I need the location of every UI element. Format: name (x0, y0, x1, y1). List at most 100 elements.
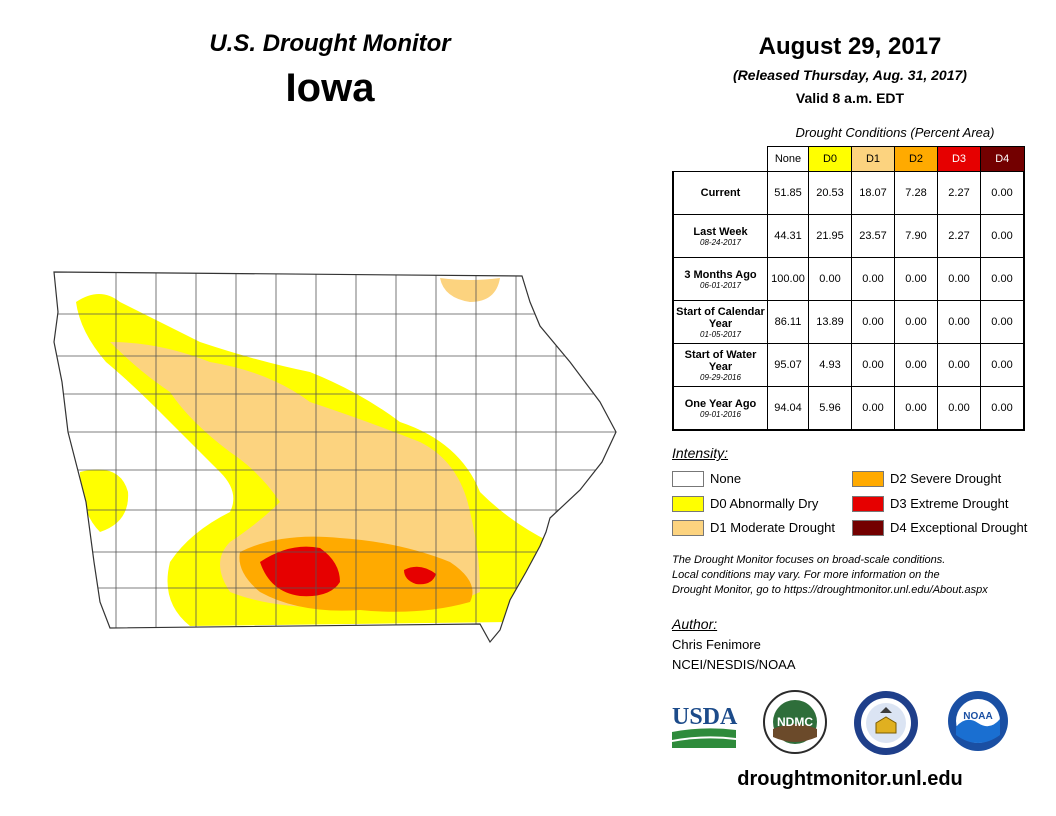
drought-monitor-note: The Drought Monitor focuses on broad-sca… (672, 553, 1052, 598)
valid-time: Valid 8 a.m. EDT (795, 90, 905, 106)
table-cell: 0.00 (980, 257, 1025, 301)
table-cell: 0.00 (894, 300, 938, 344)
legend-label: D4 Exceptional Drought (890, 520, 1028, 535)
drought-conditions-table: None D0 D1 D2 D3 D4 Current 51.85 20.53 18.… (672, 146, 1025, 431)
legend-swatch (672, 496, 704, 512)
table-cell: 13.89 (808, 300, 852, 344)
table-cell: 0.00 (851, 343, 895, 387)
map-title: U.S. Drought Monitor (209, 30, 451, 57)
usda-logo-text: USDA (672, 704, 738, 730)
table-cell: 0.00 (894, 257, 938, 301)
table-cell: 0.00 (851, 257, 895, 301)
table-cell: 2.27 (937, 214, 981, 258)
table-cell: 0.00 (851, 300, 895, 344)
table-cell: 7.28 (894, 171, 938, 215)
table-cell: 5.96 (808, 386, 852, 431)
table-cell: 23.57 (851, 214, 895, 258)
table-cell: 100.00 (767, 257, 809, 301)
d3-area (260, 546, 340, 597)
iowa-border (53, 271, 617, 644)
note-line: Local conditions may vary. For more info… (672, 569, 940, 581)
legend-swatch (672, 471, 704, 487)
legend-label: D0 Abnormally Dry (710, 496, 819, 511)
table-cell: 0.00 (980, 214, 1025, 258)
legend-label: D1 Moderate Drought (710, 520, 836, 535)
table-cell: 0.00 (937, 257, 981, 301)
legend-label: None (710, 471, 742, 486)
author-organization: NCEI/NESDIS/NOAA (672, 657, 796, 672)
table-cell: 18.07 (851, 171, 895, 215)
d1-area (440, 278, 500, 302)
commerce-seal-logo (854, 691, 918, 755)
usda-logo: USDA (672, 704, 738, 748)
row-label: Current (672, 171, 768, 215)
column-header-d3: D3 (937, 146, 981, 172)
table-cell: 4.93 (808, 343, 852, 387)
row-label-text: Start of Calendar Year (676, 305, 765, 330)
row-label-text: One Year Ago (684, 397, 757, 410)
table-cell: 44.31 (767, 214, 809, 258)
author-name: Chris Fenimore (672, 637, 761, 652)
row-label: Start of Calendar Year 01-05-2017 (672, 300, 768, 344)
row-label-text: Current (700, 187, 741, 199)
noaa-logo-text: NOAA (963, 711, 992, 722)
legend-swatch (852, 496, 884, 512)
table-row: One Year Ago 09-01-2016 94.04 5.96 0.00 0.00 0… (672, 386, 1025, 431)
table-cell: 20.53 (808, 171, 852, 215)
table-cell: 0.00 (937, 300, 981, 344)
table-cell: 94.04 (767, 386, 809, 431)
d3-area (404, 566, 436, 585)
row-label: Start of Water Year 09-29-2016 (672, 343, 768, 387)
row-label: One Year Ago 09-01-2016 (672, 386, 768, 431)
legend-title: Intensity: (672, 445, 729, 461)
note-line: The Drought Monitor focuses on broad-sca… (672, 554, 946, 566)
table-cell: 0.00 (980, 386, 1025, 431)
ndmc-logo-text: NDMC (777, 715, 813, 729)
row-label-text: Last Week (693, 225, 748, 238)
row-date: 09-01-2016 (700, 409, 741, 419)
table-cell: 0.00 (894, 343, 938, 387)
map-date: August 29, 2017 (758, 33, 942, 60)
table-cell: 86.11 (767, 300, 809, 344)
table-corner (673, 147, 768, 172)
iowa-drought-map (53, 271, 617, 644)
note-line: Drought Monitor, go to https://droughtmo… (672, 584, 988, 596)
legend-swatch (672, 520, 704, 536)
table-row: Current 51.85 20.53 18.07 7.28 2.27 0.00 (672, 171, 1025, 215)
column-header-d2: D2 (894, 146, 938, 172)
table-cell: 0.00 (851, 386, 895, 431)
row-label-text: Start of Water Year (684, 348, 757, 373)
legend-swatch (852, 471, 884, 487)
table-cell: 7.90 (894, 214, 938, 258)
table-cell: 0.00 (937, 386, 981, 431)
table-caption: Drought Conditions (Percent Area) (795, 125, 995, 140)
website-url[interactable]: droughtmonitor.unl.edu (737, 768, 963, 790)
d1-area (110, 342, 480, 608)
table-cell: 21.95 (808, 214, 852, 258)
row-label: 3 Months Ago 06-01-2017 (672, 257, 768, 301)
table-row: 3 Months Ago 06-01-2017 100.00 0.00 0.00 0.00… (672, 257, 1025, 301)
table-row: Start of Water Year 09-29-2016 95.07 4.93 0.… (672, 343, 1025, 387)
table-cell: 95.07 (767, 343, 809, 387)
row-date: 09-29-2016 (700, 372, 741, 382)
column-header-d4: D4 (980, 146, 1025, 172)
noaa-logo: NOAA (948, 691, 1008, 751)
legend-swatch (852, 520, 884, 536)
table-cell: 0.00 (980, 171, 1025, 215)
table-row: Start of Calendar Year 01-05-2017 86.11 13.… (672, 300, 1025, 344)
table-cell: 0.00 (894, 386, 938, 431)
table-cell: 0.00 (937, 343, 981, 387)
column-header-d0: D0 (808, 146, 852, 172)
row-label: Last Week 08-24-2017 (672, 214, 768, 258)
release-date: (Released Thursday, Aug. 31, 2017) (733, 67, 967, 83)
table-row: Last Week 08-24-2017 44.31 21.95 23.57 7.90 2.… (672, 214, 1025, 258)
table-cell: 0.00 (808, 257, 852, 301)
table-cell: 0.00 (980, 300, 1025, 344)
state-name: Iowa (285, 66, 375, 110)
table-cell: 0.00 (980, 343, 1025, 387)
legend-label: D2 Severe Drought (890, 471, 1002, 486)
column-header-d1: D1 (851, 146, 895, 172)
table-cell: 2.27 (937, 171, 981, 215)
row-date: 01-05-2017 (700, 329, 741, 339)
author-heading: Author: (672, 616, 718, 632)
